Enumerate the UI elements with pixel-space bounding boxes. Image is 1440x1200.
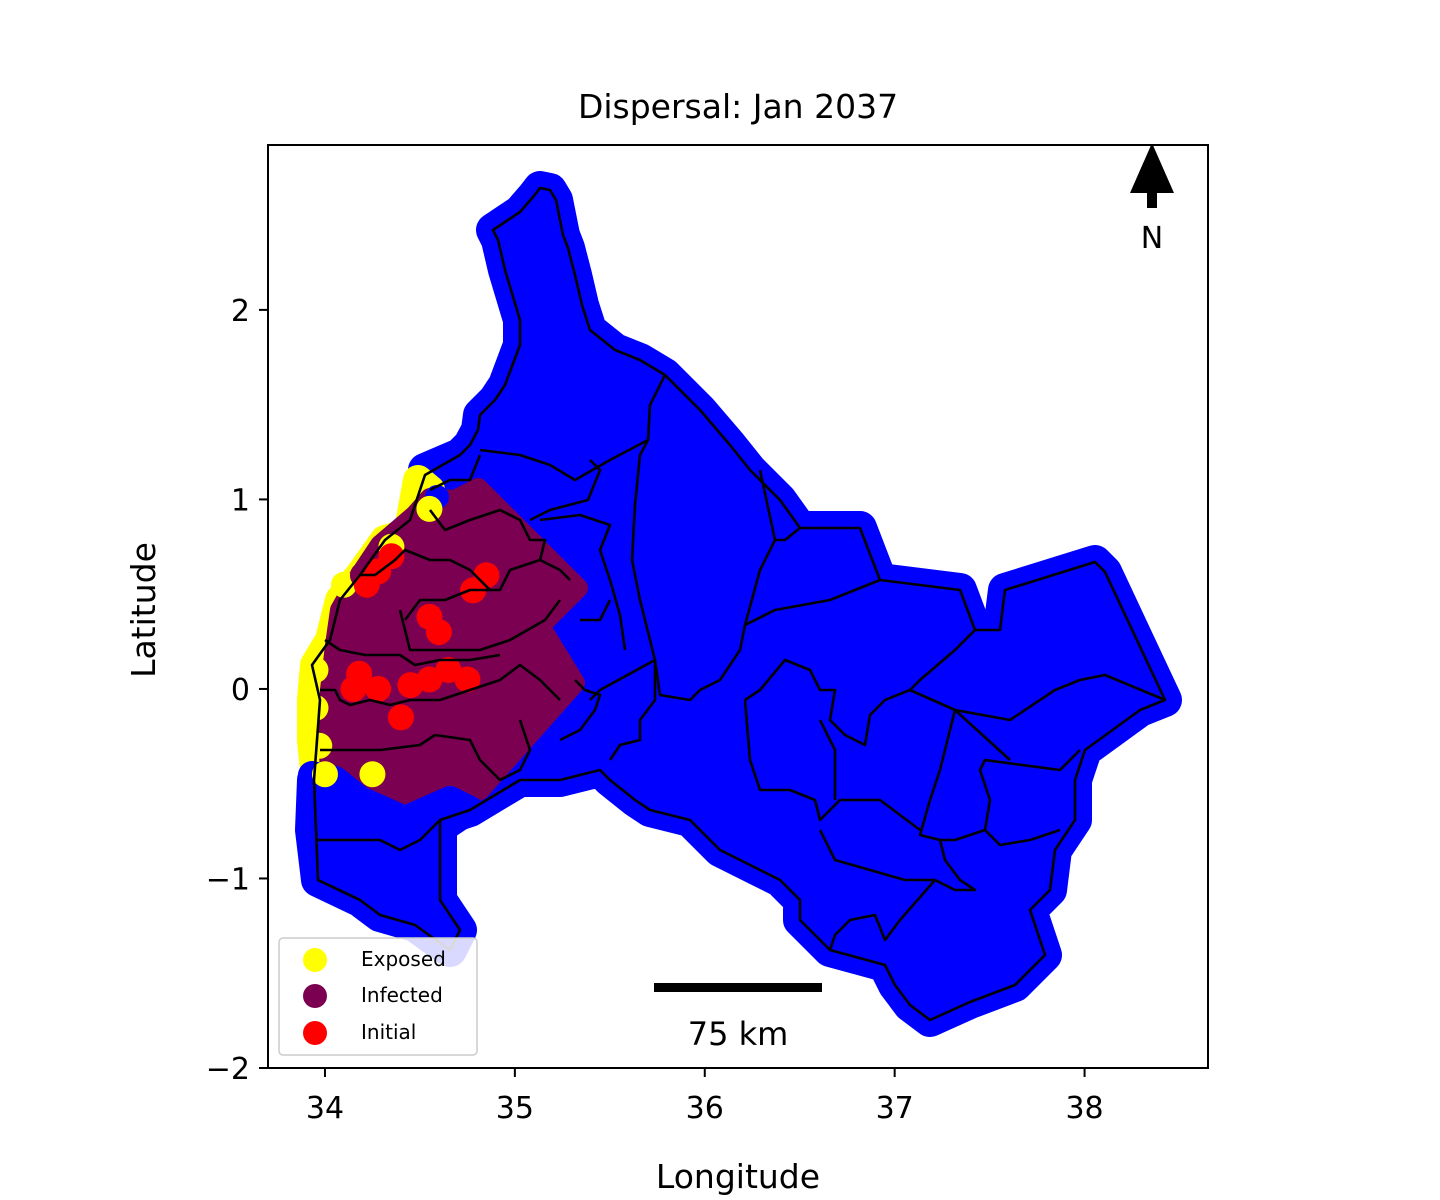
y-axis-label: Latitude [124, 542, 163, 678]
point-infected [387, 770, 414, 797]
legend-label-initial: Initial [361, 1020, 416, 1044]
point-infected [406, 571, 433, 598]
legend-label-exposed: Exposed [361, 947, 446, 971]
y-axis-ticks: −2 −1 0 1 2 [206, 294, 268, 1087]
point-initial [378, 543, 405, 570]
point-initial [365, 675, 392, 702]
scale-bar-line [654, 983, 822, 992]
chart-title: Dispersal: Jan 2037 [578, 87, 898, 126]
y-tick-label: 2 [231, 294, 250, 329]
north-arrow-label: N [1141, 221, 1163, 256]
legend: Exposed Infected Initial [278, 937, 478, 1056]
x-axis-ticks: 34 35 36 37 38 [306, 1068, 1104, 1126]
point-exposed [302, 656, 329, 683]
y-tick-label: 0 [231, 673, 250, 708]
point-initial [454, 666, 481, 693]
legend-marker-initial [303, 1021, 327, 1045]
point-infected [473, 704, 500, 731]
point-infected [425, 732, 452, 759]
point-initial [473, 562, 500, 589]
point-initial [340, 675, 367, 702]
x-tick-label: 34 [306, 1091, 344, 1126]
point-initial [425, 619, 452, 646]
blue-spread-region-southwest [298, 761, 484, 964]
point-exposed [359, 761, 386, 788]
point-exposed [302, 694, 329, 721]
point-infected [482, 619, 509, 646]
legend-box [278, 937, 478, 1056]
x-tick-label: 35 [496, 1091, 534, 1126]
point-exposed [311, 761, 338, 788]
scatter-points [302, 495, 547, 797]
y-tick-label: −2 [206, 1052, 250, 1087]
north-arrow: N [1130, 145, 1174, 256]
legend-label-infected: Infected [361, 983, 443, 1007]
x-tick-label: 36 [686, 1091, 724, 1126]
x-tick-label: 38 [1065, 1091, 1103, 1126]
scale-bar: 75 km [654, 983, 822, 1053]
point-infected [520, 675, 547, 702]
y-tick-label: −1 [206, 862, 250, 897]
legend-marker-infected [303, 984, 327, 1008]
north-arrow-icon [1130, 145, 1174, 208]
scale-bar-label: 75 km [688, 1015, 789, 1053]
x-tick-label: 37 [876, 1091, 914, 1126]
district-boundaries [310, 186, 1167, 1022]
x-axis-label: Longitude [656, 1157, 820, 1196]
y-tick-label: 1 [231, 483, 250, 518]
legend-marker-exposed [303, 948, 327, 972]
plot-frame [267, 144, 1209, 1069]
outer-boundary [310, 186, 1167, 1022]
point-initial [387, 704, 414, 731]
point-exposed [306, 732, 333, 759]
point-exposed [416, 495, 443, 522]
